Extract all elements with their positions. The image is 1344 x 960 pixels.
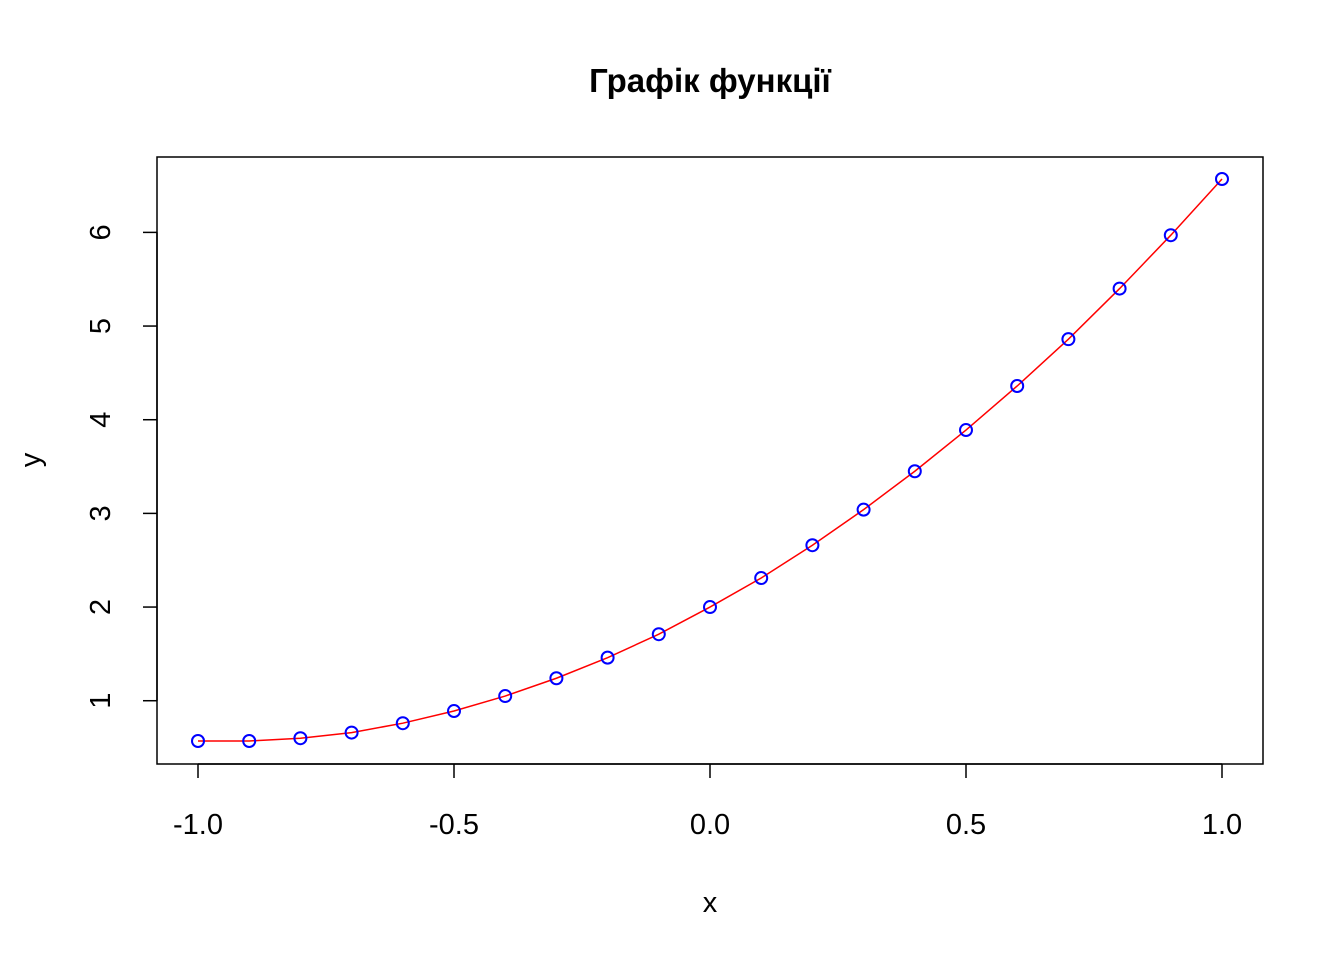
- series-line: [198, 179, 1222, 741]
- series-layer: [192, 173, 1228, 747]
- y-tick-label: 5: [85, 318, 117, 334]
- plot-frame: [157, 157, 1263, 764]
- chart-title: Графік функції: [589, 62, 831, 99]
- x-tick-label: 0.5: [946, 809, 986, 841]
- y-tick-label: 1: [85, 693, 117, 709]
- y-tick-label: 4: [85, 412, 117, 428]
- x-tick-label: -1.0: [173, 809, 223, 841]
- x-axis: -1.0 -0.5 0.0 0.5 1.0: [173, 764, 1242, 841]
- y-axis-label: y: [15, 452, 47, 467]
- x-tick-label: -0.5: [429, 809, 479, 841]
- x-tick-label: 1.0: [1202, 809, 1242, 841]
- y-tick-label: 6: [85, 224, 117, 240]
- x-axis-label: x: [703, 887, 718, 919]
- x-tick-label: 0.0: [690, 809, 730, 841]
- y-tick-label: 3: [85, 505, 117, 521]
- y-tick-label: 2: [85, 599, 117, 615]
- y-axis: 1 2 3 4 5 6: [85, 224, 157, 708]
